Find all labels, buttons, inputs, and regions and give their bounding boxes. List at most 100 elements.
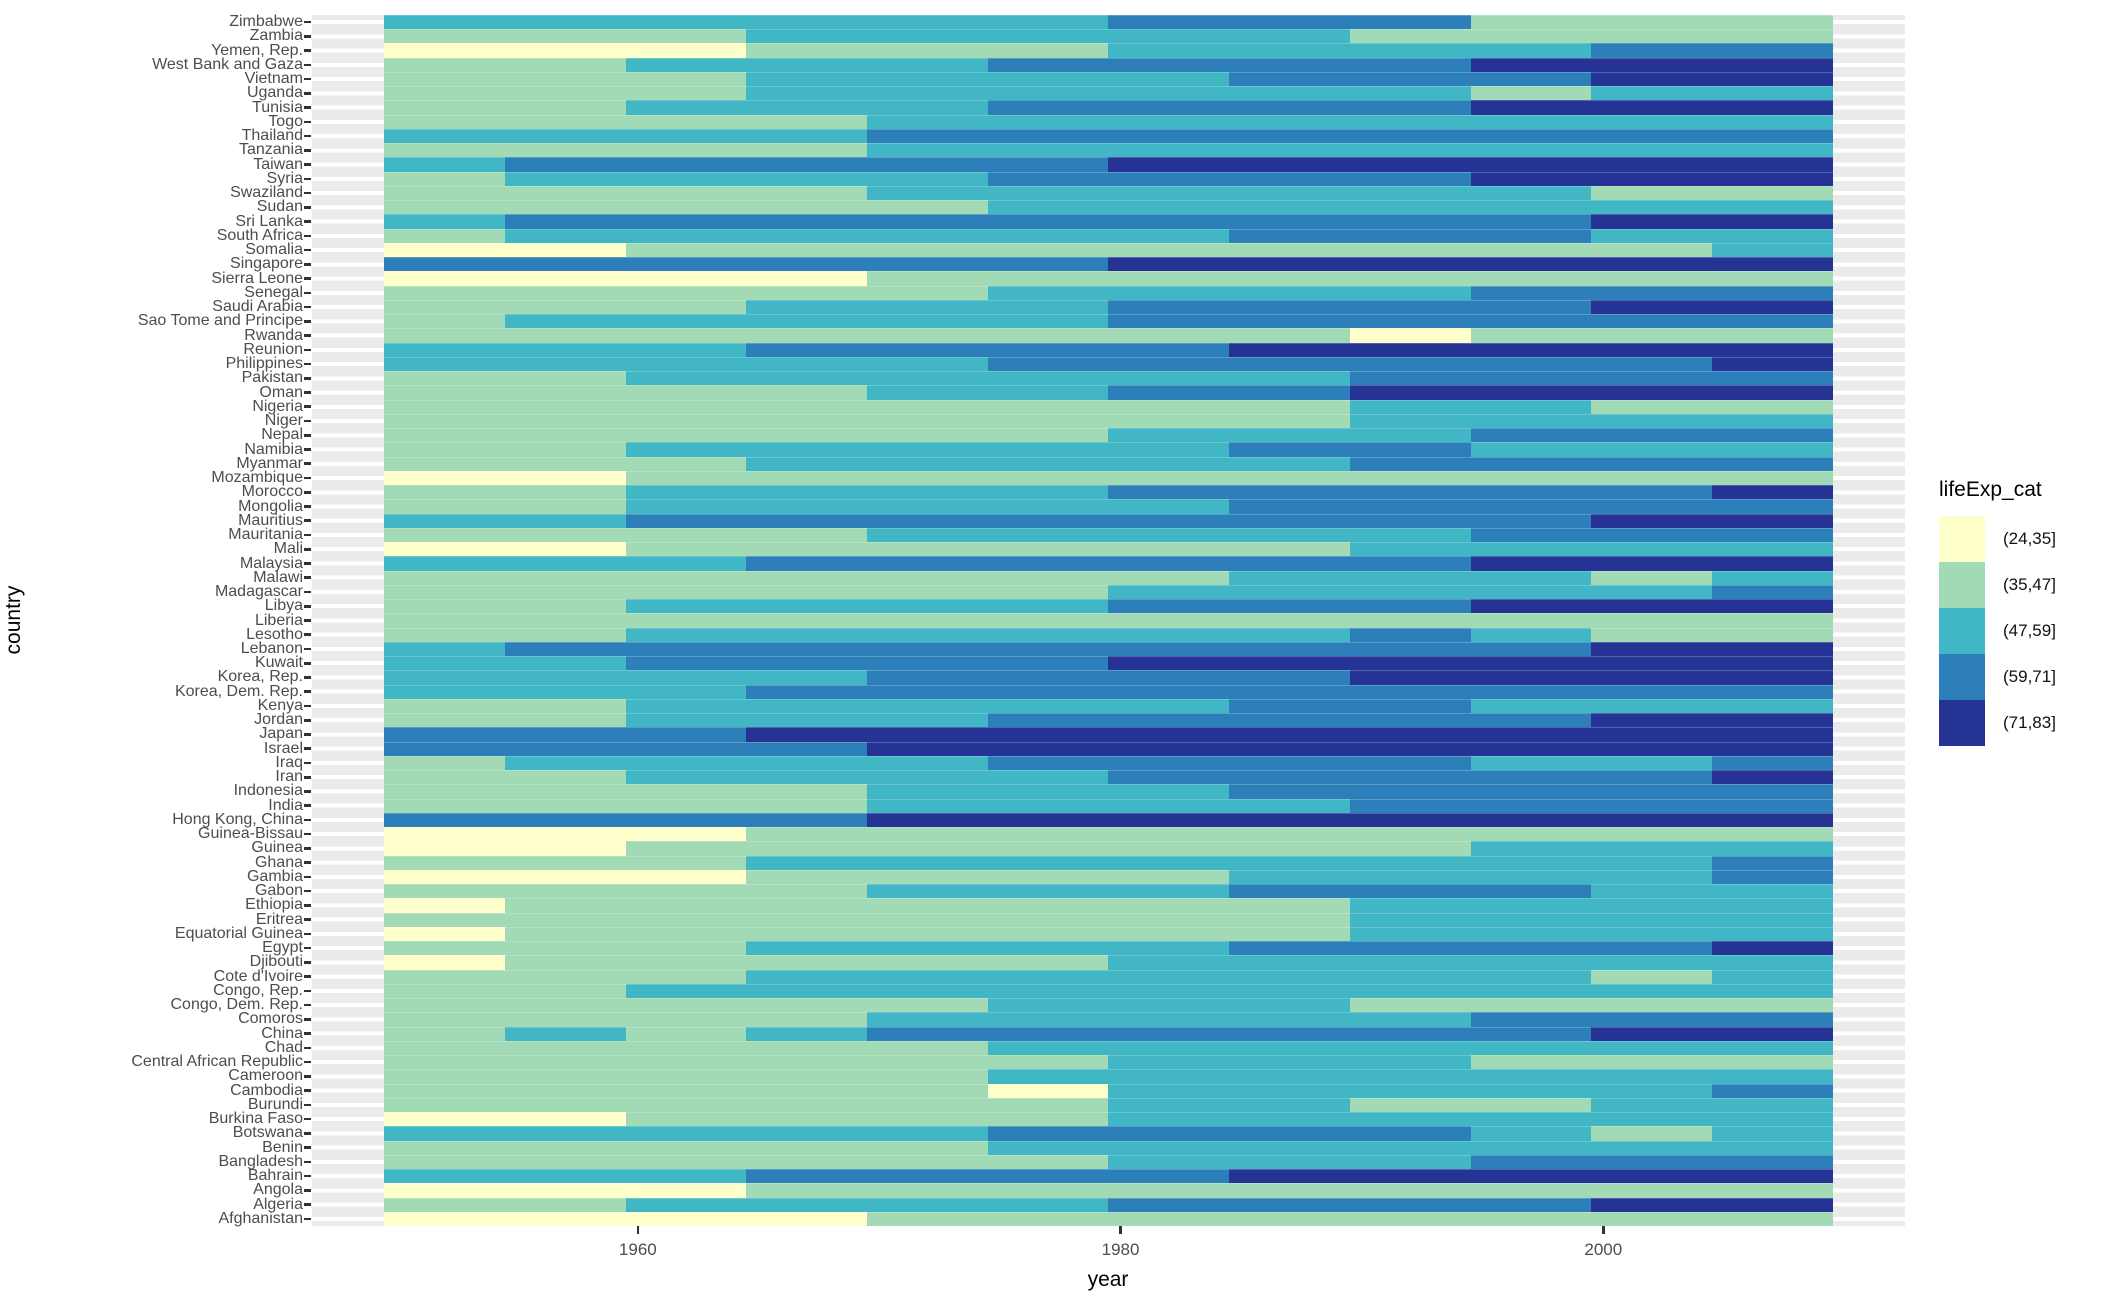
heatmap-tile [1108, 770, 1230, 785]
heatmap-tile [1108, 456, 1230, 471]
heatmap-tile [746, 86, 868, 101]
heatmap-tile [625, 884, 747, 899]
heatmap-tile [625, 57, 747, 72]
heatmap-tile [384, 841, 506, 856]
heatmap-tile [625, 1169, 747, 1184]
heatmap-tile [1711, 442, 1833, 457]
heatmap-tile [987, 741, 1109, 756]
heatmap-tile [1349, 513, 1471, 528]
heatmap-tile [746, 570, 868, 585]
heatmap-tile [987, 43, 1109, 58]
x-tick-mark [1119, 1226, 1122, 1234]
heatmap-tile [625, 570, 747, 585]
heatmap-tile [1711, 513, 1833, 528]
heatmap-tile [1711, 86, 1833, 101]
heatmap-tile [1229, 727, 1350, 742]
heatmap-tile [746, 114, 868, 129]
heatmap-tile [1108, 385, 1230, 400]
heatmap-tile [1711, 499, 1833, 514]
y-tick-mark [304, 377, 311, 380]
country-axis-label: Mauritania [228, 526, 303, 544]
heatmap-tile [1591, 570, 1712, 585]
heatmap-tile [1229, 1026, 1350, 1041]
heatmap-tile [505, 328, 626, 343]
heatmap-tile [505, 784, 626, 799]
heatmap-tile [867, 1012, 988, 1027]
heatmap-tile [384, 1140, 506, 1155]
heatmap-tile [505, 185, 626, 201]
heatmap-tile [1591, 884, 1712, 899]
heatmap-tile [867, 926, 988, 942]
country-axis-label: Kenya [257, 696, 303, 714]
heatmap-tile [625, 385, 747, 400]
heatmap-tile [1349, 1055, 1471, 1070]
heatmap-tile [1470, 214, 1592, 229]
heatmap-tile [1591, 527, 1712, 543]
heatmap-tile [384, 299, 506, 315]
heatmap-tile [384, 271, 506, 286]
heatmap-tile [1591, 470, 1712, 486]
heatmap-tile [987, 285, 1109, 300]
heatmap-tile [625, 926, 747, 942]
heatmap-tile [746, 613, 868, 628]
country-axis-label: Nepal [261, 426, 303, 444]
heatmap-tile [384, 527, 506, 543]
heatmap-tile [867, 784, 988, 799]
heatmap-tile [1108, 513, 1230, 528]
heatmap-tile [746, 1126, 868, 1141]
heatmap-tile [746, 456, 868, 471]
heatmap-tile [1470, 1112, 1592, 1127]
country-axis-label: Guinea-Bissau [198, 825, 303, 843]
heatmap-tile [1470, 200, 1592, 215]
heatmap-tile [505, 314, 626, 329]
country-axis-label: Indonesia [233, 782, 303, 800]
heatmap-tile [1108, 499, 1230, 514]
heatmap-tile [1470, 356, 1592, 372]
heatmap-tile [1349, 1097, 1471, 1113]
y-tick-mark [304, 433, 311, 437]
heatmap-tile [384, 998, 506, 1013]
heatmap-tile [867, 57, 988, 72]
heatmap-tile [867, 385, 988, 400]
heatmap-tile [987, 128, 1109, 144]
heatmap-tile [625, 1097, 747, 1113]
heatmap-tile [1108, 285, 1230, 300]
heatmap-tile [1591, 57, 1712, 72]
heatmap-tile [987, 470, 1109, 486]
y-tick-mark [304, 1174, 311, 1178]
heatmap-tile [1229, 242, 1350, 258]
heatmap-tile [1470, 955, 1592, 970]
legend-key-swatch [1939, 654, 1985, 700]
heatmap-tile [625, 114, 747, 129]
heatmap-tile [384, 713, 506, 728]
heatmap-tile [1591, 456, 1712, 471]
heatmap-tile [867, 1097, 988, 1113]
heatmap-tile [505, 741, 626, 756]
heatmap-tile [505, 114, 626, 129]
heatmap-tile [746, 428, 868, 443]
heatmap-tile [867, 171, 988, 186]
heatmap-tile [1349, 57, 1471, 72]
heatmap-tile [1349, 214, 1471, 229]
heatmap-tile [746, 1012, 868, 1027]
heatmap-tile [1591, 29, 1712, 44]
heatmap-tile [1349, 755, 1471, 771]
plot-panel [312, 15, 1905, 1226]
heatmap-tile [505, 470, 626, 486]
heatmap-tile [1591, 1140, 1712, 1155]
heatmap-tile [1711, 898, 1833, 913]
heatmap-tile [1711, 926, 1833, 942]
heatmap-tile [1108, 998, 1230, 1013]
heatmap-tile [625, 855, 747, 870]
heatmap-tile [746, 15, 868, 30]
heatmap-tile [384, 413, 506, 429]
heatmap-tile [625, 399, 747, 414]
heatmap-tile [1229, 128, 1350, 144]
heatmap-tile [384, 855, 506, 870]
heatmap-tile [1591, 299, 1712, 315]
heatmap-tile [746, 499, 868, 514]
country-axis-label: Taiwan [253, 155, 303, 173]
country-axis-label: Mauritius [238, 511, 303, 529]
heatmap-tile [987, 698, 1109, 714]
heatmap-tile [1229, 570, 1350, 585]
